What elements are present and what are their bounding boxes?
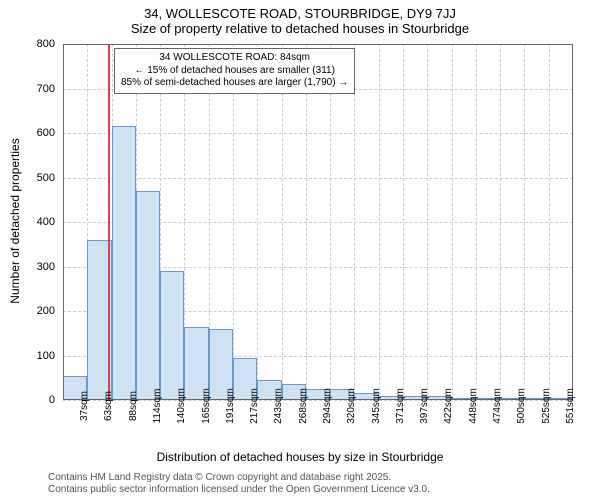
reference-line	[108, 44, 110, 400]
x-axis-title: Distribution of detached houses by size …	[0, 450, 600, 464]
footer-attribution: Contains HM Land Registry data © Crown c…	[48, 472, 430, 496]
annotation-box: 34 WOLLESCOTE ROAD: 84sqm← 15% of detach…	[114, 48, 355, 94]
x-tick-label: 243sqm	[273, 388, 284, 424]
x-tick-label: 320sqm	[346, 388, 357, 424]
x-tick-label: 397sqm	[419, 388, 430, 424]
y-tick-label: 700	[25, 83, 55, 95]
histogram-bar	[136, 191, 160, 400]
grid-line-vertical	[257, 44, 258, 400]
x-tick-label: 474sqm	[492, 388, 503, 424]
annotation-line: ← 15% of detached houses are smaller (31…	[121, 65, 348, 78]
y-tick-label: 500	[25, 172, 55, 184]
y-tick-label: 0	[25, 394, 55, 406]
x-tick-label: 500sqm	[516, 388, 527, 424]
x-tick-label: 217sqm	[249, 388, 260, 424]
grid-line-horizontal	[63, 178, 573, 179]
grid-line-vertical	[63, 44, 64, 400]
grid-line-vertical	[549, 44, 550, 400]
grid-line-vertical	[427, 44, 428, 400]
y-tick-label: 800	[25, 38, 55, 50]
chart-title-sub: Size of property relative to detached ho…	[0, 21, 600, 36]
grid-line-vertical	[524, 44, 525, 400]
x-tick-label: 371sqm	[395, 388, 406, 424]
x-tick-label: 165sqm	[201, 388, 212, 424]
x-tick-label: 140sqm	[176, 388, 187, 424]
x-tick-label: 63sqm	[103, 391, 114, 421]
grid-line-vertical	[330, 44, 331, 400]
chart-plot-area: 34 WOLLESCOTE ROAD: 84sqm← 15% of detach…	[63, 44, 573, 400]
grid-line-horizontal	[63, 133, 573, 134]
annotation-line: 34 WOLLESCOTE ROAD: 84sqm	[121, 52, 348, 65]
chart-title-main: 34, WOLLESCOTE ROAD, STOURBRIDGE, DY9 7J…	[0, 0, 600, 21]
y-axis-title: Number of detached properties	[8, 111, 22, 331]
grid-line-vertical	[476, 44, 477, 400]
grid-line-vertical	[282, 44, 283, 400]
annotation-line: 85% of semi-detached houses are larger (…	[121, 77, 348, 90]
grid-line-vertical	[354, 44, 355, 400]
grid-line-vertical	[306, 44, 307, 400]
x-tick-label: 345sqm	[371, 388, 382, 424]
y-tick-label: 600	[25, 127, 55, 139]
y-tick-label: 100	[25, 350, 55, 362]
x-tick-label: 37sqm	[79, 391, 90, 421]
x-tick-label: 191sqm	[225, 388, 236, 424]
grid-line-vertical	[403, 44, 404, 400]
x-tick-label: 551sqm	[565, 388, 576, 424]
histogram-bar	[160, 271, 184, 400]
x-tick-label: 114sqm	[152, 389, 163, 424]
y-tick-label: 400	[25, 216, 55, 228]
x-tick-label: 422sqm	[443, 388, 454, 424]
x-tick-label: 268sqm	[298, 388, 309, 424]
x-tick-label: 294sqm	[322, 388, 333, 424]
grid-line-vertical	[233, 44, 234, 400]
x-tick-label: 448sqm	[468, 388, 479, 424]
grid-line-vertical	[500, 44, 501, 400]
grid-line-vertical	[452, 44, 453, 400]
histogram-bar	[112, 126, 136, 400]
x-tick-label: 525sqm	[541, 388, 552, 424]
y-tick-label: 200	[25, 305, 55, 317]
grid-line-horizontal	[63, 44, 573, 45]
footer-line: Contains HM Land Registry data © Crown c…	[48, 472, 430, 484]
y-tick-label: 300	[25, 261, 55, 273]
grid-line-vertical	[379, 44, 380, 400]
x-tick-label: 88sqm	[128, 391, 139, 421]
footer-line: Contains public sector information licen…	[48, 484, 430, 496]
